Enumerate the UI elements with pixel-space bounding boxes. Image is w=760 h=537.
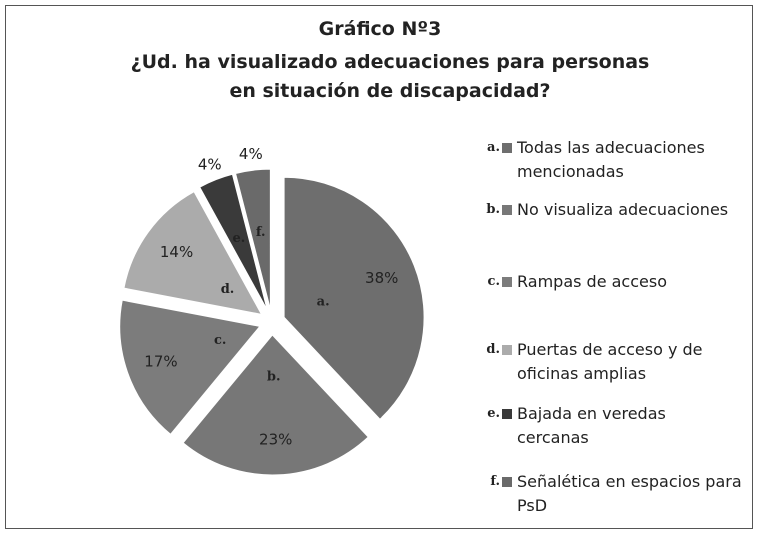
legend-text: Rampas de acceso <box>517 272 667 291</box>
slice-letter: d. <box>221 282 235 297</box>
pie-slice <box>283 176 425 420</box>
value-label: 14% <box>160 243 193 261</box>
legend-letter: d. <box>486 342 500 357</box>
legend-letter: b. <box>486 202 500 217</box>
legend-item: b. No visualiza adecuaciones <box>478 198 748 222</box>
legend-item: c. Rampas de acceso <box>478 270 748 294</box>
slice-letter: f. <box>256 225 266 240</box>
legend-item: d. Puertas de acceso y de oficinas amplia… <box>478 338 748 386</box>
legend-item: f. Señalética en espacios para PsD <box>478 470 748 518</box>
legend-swatch <box>502 477 512 487</box>
legend-text: Todas las adecuaciones mencionadas <box>517 138 705 181</box>
legend-letter: e. <box>487 406 500 421</box>
pie-slice <box>123 190 263 316</box>
value-label: 38% <box>365 269 398 287</box>
legend-text: Bajada en veredas cercanas <box>517 404 666 447</box>
value-label: 17% <box>144 352 177 370</box>
value-label: 23% <box>259 430 292 448</box>
legend-letter: c. <box>487 274 500 289</box>
slice-letter: e. <box>232 231 245 246</box>
pie-slice <box>234 168 271 310</box>
chart-subtitle: ¿Ud. ha visualizado adecuaciones para pe… <box>130 51 650 102</box>
legend-item: a. Todas las adecuaciones mencionadas <box>478 136 748 184</box>
slice-letter: c. <box>214 333 226 348</box>
value-label: 4% <box>198 155 222 173</box>
frame <box>5 5 753 529</box>
value-label: 4% <box>239 145 263 163</box>
chart-title: Gráfico Nº3 <box>318 18 442 40</box>
pie-slice <box>119 299 261 435</box>
legend-swatch <box>502 277 512 287</box>
slice-letter: a. <box>317 294 330 309</box>
legend-swatch <box>502 409 512 419</box>
legend-swatch <box>502 345 512 355</box>
legend-item: e. Bajada en veredas cercanas <box>478 402 748 450</box>
legend-letter: a. <box>487 140 500 155</box>
pie-slice <box>182 334 369 476</box>
slice-letter: b. <box>267 369 281 384</box>
legend-letter: f. <box>490 474 500 489</box>
legend-text: Puertas de acceso y de oficinas amplias <box>517 340 703 383</box>
legend-swatch <box>502 205 512 215</box>
pie-slice <box>199 173 268 311</box>
legend-text: No visualiza adecuaciones <box>517 200 729 219</box>
legend-swatch <box>502 143 512 153</box>
legend-text: Señalética en espacios para PsD <box>517 472 742 515</box>
